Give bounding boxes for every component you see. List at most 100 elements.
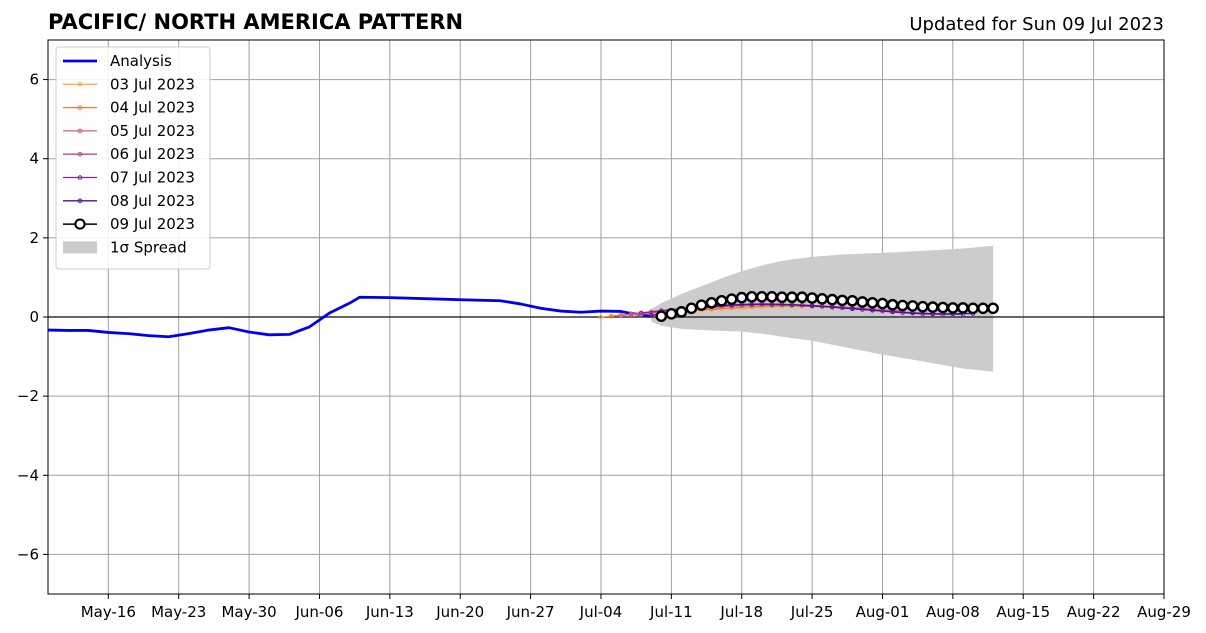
x-tick-label: Jun-27 (506, 603, 555, 621)
y-tick-label: −6 (17, 545, 39, 563)
data-point (705, 296, 718, 309)
data-point (608, 313, 614, 319)
legend-label: 06 Jul 2023 (110, 145, 195, 163)
data-point (735, 291, 748, 304)
data-point (977, 302, 989, 315)
legend-swatch (63, 241, 97, 254)
data-point (766, 291, 778, 303)
y-tick-label: 6 (29, 71, 39, 89)
x-tick-label: Jun-20 (435, 603, 484, 621)
data-point (796, 291, 808, 304)
y-tick-label: 2 (29, 229, 39, 247)
x-tick-label: Jul-18 (719, 603, 763, 621)
x-tick-label: Jul-25 (790, 603, 834, 621)
data-point (876, 297, 889, 310)
data-point (786, 291, 798, 304)
data-point (916, 300, 929, 313)
data-point (776, 291, 788, 304)
legend-item: 07 Jul 2023 (63, 169, 195, 187)
data-point (947, 302, 959, 314)
x-tick-label: Jun-06 (294, 603, 343, 621)
data-point (806, 292, 818, 304)
legend-marker (74, 218, 86, 230)
data-point (850, 306, 855, 311)
legend-label: 1σ Spread (110, 238, 187, 256)
data-point (715, 294, 728, 307)
data-point (638, 310, 644, 316)
data-point (695, 299, 708, 311)
legend-label: 04 Jul 2023 (110, 99, 195, 117)
data-point (809, 303, 815, 309)
series-analysis (47, 295, 652, 339)
data-point (967, 302, 979, 315)
series-line (47, 295, 652, 339)
y-tick-label: −4 (17, 466, 39, 484)
series-09-jul-2023 (655, 291, 999, 323)
legend-label: 09 Jul 2023 (110, 215, 195, 233)
axis-ticks: May-16 May-23 May-30 Jun-06 Jun-13 Jun-20 Jun-… (17, 71, 1191, 621)
legend-label: 03 Jul 2023 (110, 75, 195, 93)
chart-title: PACIFIC/ NORTH AMERICA PATTERN (48, 10, 463, 34)
data-point (886, 298, 899, 311)
data-point (826, 293, 839, 306)
legend-marker (77, 175, 83, 180)
data-point (725, 293, 738, 305)
data-point (628, 311, 634, 317)
legend-marker (77, 82, 83, 87)
x-tick-label: Aug-08 (926, 603, 980, 621)
y-tick-label: −2 (17, 387, 39, 405)
data-point (836, 294, 849, 307)
data-point (598, 314, 604, 320)
data-point (675, 306, 688, 318)
legend-item: 1σ Spread (63, 238, 187, 256)
chart-subtitle: Updated for Sun 09 Jul 2023 (909, 14, 1164, 35)
legend-marker (77, 128, 83, 134)
legend-item: 03 Jul 2023 (63, 75, 195, 93)
legend-item: 09 Jul 2023 (63, 215, 195, 233)
x-tick-label: May-16 (81, 603, 136, 621)
legend-item: 06 Jul 2023 (63, 145, 195, 163)
data-point (655, 310, 668, 323)
data-point (987, 302, 999, 315)
data-point (618, 313, 624, 318)
legend-item: Analysis (63, 52, 172, 70)
legend-label: Analysis (110, 52, 172, 70)
legend-label: 07 Jul 2023 (110, 169, 195, 187)
data-point (685, 302, 698, 315)
y-tick-label: 0 (29, 308, 39, 326)
series-layer (47, 291, 999, 339)
x-tick-label: Aug-01 (856, 603, 910, 621)
data-point (896, 299, 909, 312)
data-point (846, 294, 859, 307)
legend-marker (77, 198, 83, 204)
x-tick-label: Jul-11 (649, 603, 693, 621)
data-point (926, 301, 939, 313)
x-tick-label: Aug-15 (996, 603, 1050, 621)
legend-item: 05 Jul 2023 (63, 122, 195, 140)
x-tick-label: Jul-04 (579, 603, 623, 621)
data-point (665, 308, 678, 320)
data-point (937, 301, 949, 314)
data-point (816, 292, 828, 305)
data-point (906, 300, 919, 312)
data-point (648, 313, 654, 318)
legend-label: 08 Jul 2023 (110, 192, 195, 210)
x-tick-label: Jun-13 (365, 603, 414, 621)
x-tick-label: May-30 (221, 603, 276, 621)
legend-marker (77, 151, 83, 157)
y-tick-label: 4 (29, 150, 39, 168)
data-point (756, 291, 768, 303)
legend-item: 08 Jul 2023 (63, 192, 195, 210)
data-point (957, 302, 969, 314)
x-tick-label: Aug-29 (1137, 603, 1191, 621)
legend-item: 04 Jul 2023 (63, 99, 195, 117)
legend: Analysis 03 Jul 2023 04 Jul 2023 05 Jul 202… (55, 46, 211, 270)
x-tick-label: Aug-22 (1067, 603, 1121, 621)
data-point (856, 296, 869, 308)
legend-marker (77, 105, 83, 110)
legend-box (55, 46, 211, 270)
x-tick-label: May-23 (151, 603, 206, 621)
data-point (745, 291, 758, 303)
legend-label: 05 Jul 2023 (110, 122, 195, 140)
